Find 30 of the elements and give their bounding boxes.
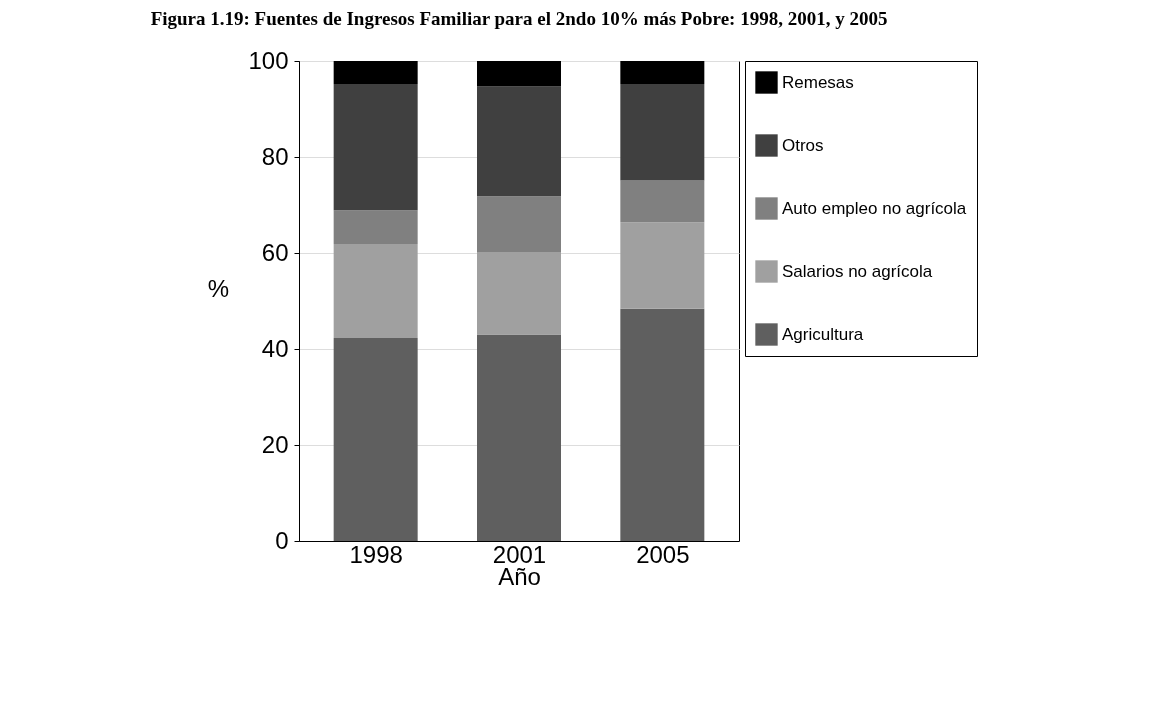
bar bbox=[477, 61, 561, 87]
bar bbox=[333, 337, 418, 541]
bar bbox=[477, 334, 561, 541]
legend-label: Salarios no agrícola bbox=[782, 261, 933, 281]
bar bbox=[333, 61, 418, 85]
legend-label: Otros bbox=[782, 135, 824, 155]
y-tick-label: 20 bbox=[261, 430, 289, 458]
bar bbox=[620, 222, 705, 309]
legend-label: Remesas bbox=[782, 72, 854, 92]
chart-title: Figura 1.19: Fuentes de Ingresos Familiar para el 2ndo 10% más Pobre: 1998, 2001, y 2005 bbox=[150, 8, 888, 29]
bar bbox=[333, 210, 418, 244]
y-tick-label: 40 bbox=[261, 334, 289, 362]
y-axis-title: % bbox=[207, 274, 230, 302]
y-tick-label: 60 bbox=[261, 238, 289, 266]
bar bbox=[620, 84, 705, 181]
bar bbox=[620, 61, 705, 85]
legend-label: Auto empleo no agrícola bbox=[782, 198, 967, 218]
y-tick-label: 80 bbox=[261, 142, 289, 170]
bar bbox=[333, 243, 418, 338]
bar bbox=[333, 84, 418, 211]
x-tick-label: 1998 bbox=[349, 540, 403, 568]
y-tick-label: 0 bbox=[275, 526, 289, 554]
legend-label: Agricultura bbox=[782, 324, 864, 344]
bar bbox=[477, 196, 561, 253]
bar bbox=[477, 252, 561, 335]
bar bbox=[477, 86, 561, 197]
bar bbox=[620, 308, 705, 541]
y-tick-label: 100 bbox=[248, 46, 289, 74]
bar bbox=[620, 180, 705, 223]
x-tick-label: 2005 bbox=[636, 540, 690, 568]
